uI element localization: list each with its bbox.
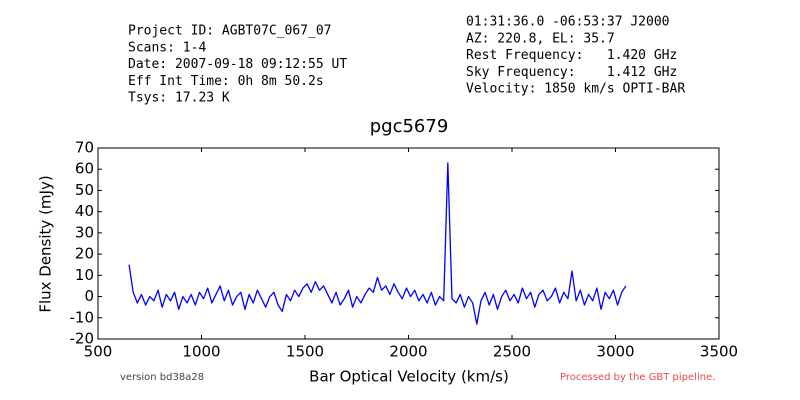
spectrum-line xyxy=(128,162,627,325)
header-line: 01:31:36.0 -06:53:37 J2000 xyxy=(466,15,670,30)
header-line: Sky Frequency: 1.412 GHz xyxy=(466,65,677,80)
y-tick-label: 50 xyxy=(75,181,94,199)
header-line: AZ: 220.8, EL: 35.7 xyxy=(466,31,615,46)
y-tick-label: 10 xyxy=(75,266,94,284)
version-note: version bd38a28 xyxy=(120,372,204,383)
header-line: Tsys: 17.23 K xyxy=(128,91,230,106)
x-tick-label: 3500 xyxy=(700,343,738,361)
y-tick-label: 40 xyxy=(75,202,94,220)
y-tick-label: 60 xyxy=(75,160,94,178)
chart-title: pgc5679 xyxy=(370,116,449,137)
y-tick-label: 0 xyxy=(84,287,94,305)
x-axis-label: Bar Optical Velocity (km/s) xyxy=(309,368,509,386)
header-line: Rest Frequency: 1.420 GHz xyxy=(466,48,677,63)
y-axis-label: Flux Density (mJy) xyxy=(37,175,55,312)
x-tick-label: 2000 xyxy=(389,343,427,361)
y-tick-label: -20 xyxy=(70,330,95,348)
x-tick-label: 1500 xyxy=(286,343,324,361)
y-tick-label: 70 xyxy=(75,139,94,157)
header-line: Velocity: 1850 km/s OPTI-BAR xyxy=(466,82,685,97)
y-tick-label: -10 xyxy=(70,308,95,326)
header-line: Eff Int Time: 0h 8m 50.2s xyxy=(128,74,324,89)
pipeline-note: Processed by the GBT pipeline. xyxy=(560,372,715,383)
header-line: Scans: 1-4 xyxy=(128,40,206,55)
header-line: Project ID: AGBT07C_067_07 xyxy=(128,24,332,39)
y-tick-label: 30 xyxy=(75,223,94,241)
header-line: Date: 2007-09-18 09:12:55 UT xyxy=(128,57,347,72)
x-tick-label: 2500 xyxy=(493,343,531,361)
x-tick-label: 1000 xyxy=(182,343,220,361)
y-tick-label: 20 xyxy=(75,245,94,263)
x-tick-label: 500 xyxy=(84,343,113,361)
x-tick-label: 3000 xyxy=(596,343,634,361)
